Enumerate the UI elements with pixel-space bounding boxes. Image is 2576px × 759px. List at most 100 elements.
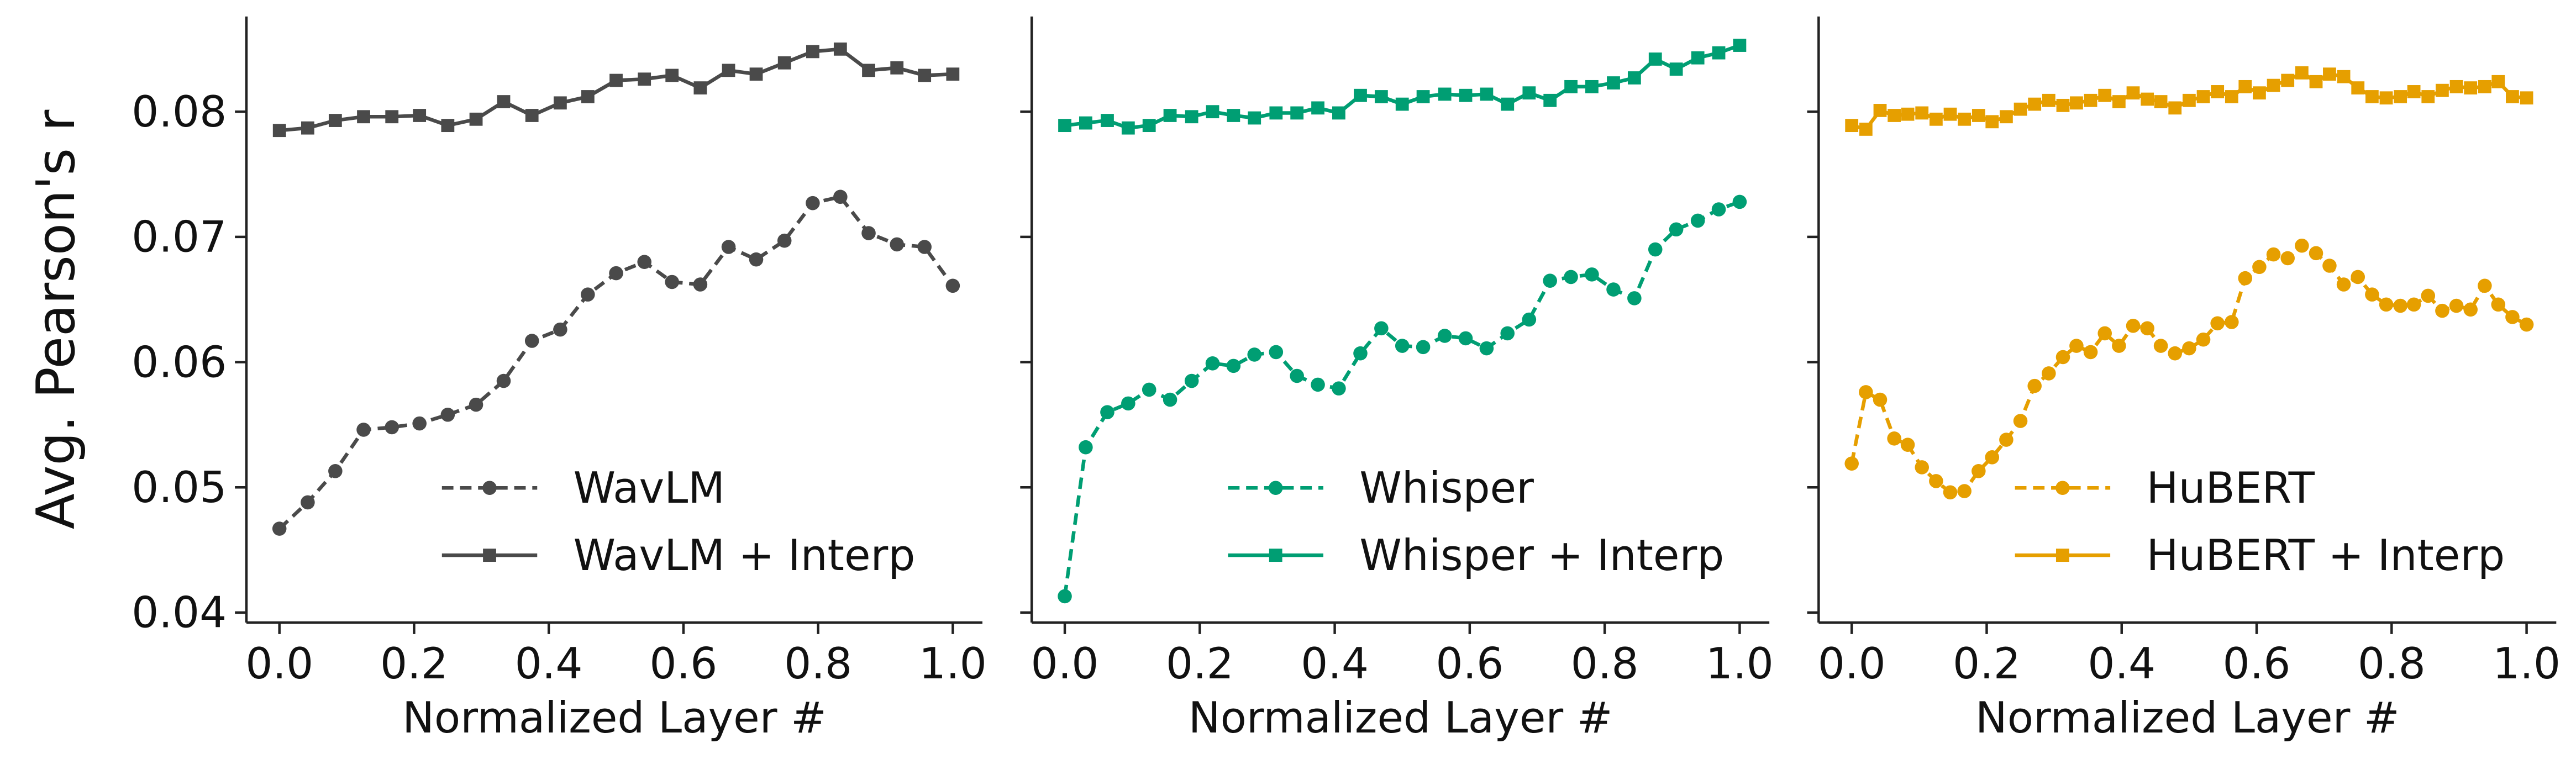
marker-square: [581, 90, 595, 103]
marker-square: [1733, 39, 1747, 52]
marker-square: [1958, 112, 1972, 126]
marker-square: [1859, 123, 1873, 136]
marker-square: [1079, 116, 1092, 130]
marker-square: [2182, 93, 2196, 107]
marker-square: [890, 61, 904, 75]
marker-circle: [2069, 339, 2084, 353]
marker-circle: [1479, 341, 1494, 356]
marker-square: [1888, 109, 1901, 122]
marker-square: [2267, 78, 2280, 92]
marker-square: [1691, 51, 1705, 65]
marker-circle: [609, 266, 623, 281]
marker-square: [1227, 109, 1240, 122]
marker-square: [1269, 549, 1282, 562]
marker-circle: [890, 237, 904, 252]
marker-circle: [2406, 297, 2421, 312]
marker-circle: [1564, 270, 1578, 284]
marker-circle: [2168, 346, 2183, 361]
marker-square: [2112, 95, 2126, 108]
marker-square: [2098, 88, 2112, 102]
marker-square: [1929, 112, 1943, 126]
x-axis-label: Normalized Layer #: [1975, 693, 2400, 743]
marker-square: [2379, 91, 2393, 105]
marker-circle: [412, 416, 427, 431]
marker-circle: [2238, 271, 2253, 286]
marker-circle: [1972, 463, 1986, 478]
marker-circle: [2280, 251, 2295, 266]
marker-circle: [2449, 298, 2464, 313]
marker-square: [2211, 85, 2225, 98]
marker-square: [2421, 90, 2435, 103]
marker-circle: [1311, 377, 1325, 392]
marker-square: [1522, 86, 1536, 100]
marker-circle: [945, 278, 960, 293]
x-tick-label: 0.6: [649, 639, 717, 689]
marker-circle: [2365, 287, 2379, 302]
marker-square: [1121, 121, 1135, 135]
marker-square: [1311, 101, 1324, 115]
marker-circle: [2112, 339, 2126, 353]
x-tick-label: 0.2: [380, 639, 448, 689]
marker-circle: [1957, 484, 1972, 498]
marker-circle: [2027, 378, 2042, 393]
marker-square: [693, 81, 707, 95]
marker-circle: [1900, 438, 1915, 452]
marker-square: [1972, 109, 1985, 122]
marker-circle: [2266, 247, 2281, 262]
marker-square: [1354, 88, 1367, 102]
marker-circle: [2491, 297, 2506, 312]
marker-square: [385, 110, 399, 124]
x-axis-label: Normalized Layer #: [402, 693, 827, 743]
marker-circle: [1929, 474, 1943, 488]
marker-square: [497, 95, 511, 108]
marker-circle: [1669, 222, 1684, 237]
marker-square: [2506, 90, 2519, 103]
x-axis-label: Normalized Layer #: [1189, 693, 1613, 743]
marker-circle: [1374, 321, 1389, 336]
marker-circle: [1058, 589, 1072, 604]
marker-square: [1627, 71, 1641, 85]
marker-square: [2464, 81, 2478, 95]
marker-square: [2407, 85, 2421, 98]
marker-square: [777, 56, 791, 70]
marker-square: [918, 68, 932, 82]
marker-square: [525, 109, 539, 122]
marker-square: [1585, 80, 1599, 93]
legend-label: HuBERT: [2147, 463, 2315, 513]
marker-circle: [1887, 431, 1901, 446]
marker-circle: [2083, 345, 2098, 360]
marker-circle: [1079, 440, 1093, 455]
marker-square: [806, 45, 819, 59]
marker-circle: [637, 255, 651, 269]
x-tick-label: 0.0: [1031, 639, 1099, 689]
x-tick-label: 1.0: [1706, 639, 1774, 689]
legend-label: Whisper: [1359, 463, 1534, 513]
marker-square: [2337, 70, 2351, 83]
marker-square: [665, 68, 679, 82]
marker-square: [1873, 104, 1887, 117]
marker-circle: [693, 277, 708, 292]
marker-square: [1185, 110, 1198, 124]
marker-circle: [1353, 346, 1368, 361]
marker-square: [1290, 106, 1304, 120]
marker-circle: [1416, 340, 1431, 355]
marker-circle: [2013, 414, 2028, 428]
marker-square: [1648, 52, 1662, 66]
marker-circle: [2210, 316, 2225, 331]
marker-circle: [1205, 356, 1220, 371]
marker-square: [2309, 75, 2323, 88]
marker-square: [2323, 67, 2336, 81]
marker-square: [413, 109, 427, 122]
marker-circle: [2295, 238, 2309, 253]
marker-circle: [1437, 329, 1452, 343]
marker-square: [1459, 88, 1473, 102]
marker-square: [1712, 46, 1726, 60]
marker-square: [1915, 106, 1929, 120]
x-tick-label: 0.6: [1436, 639, 1503, 689]
marker-circle: [1915, 460, 1930, 475]
marker-circle: [2055, 481, 2070, 496]
marker-square: [483, 549, 496, 562]
y-tick-label: 0.08: [132, 87, 227, 137]
x-tick-label: 0.0: [245, 639, 313, 689]
marker-circle: [2225, 315, 2239, 329]
